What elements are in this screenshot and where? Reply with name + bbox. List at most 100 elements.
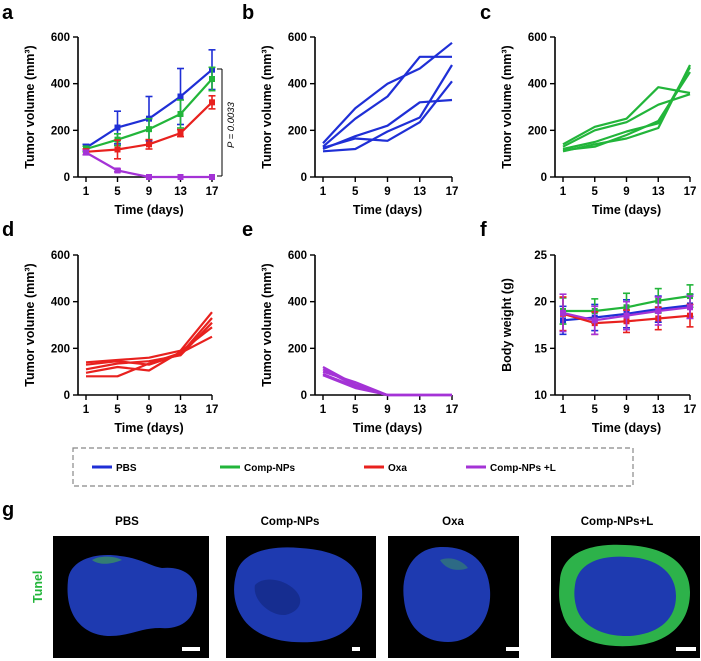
series-line-comp-nps [562,93,691,148]
chart-c: 0 200 400 600 1 5 9 13 17 Time (days) Tumor volume… [500,32,696,217]
y-tick-label: 600 [51,32,70,44]
y-tick-label: 400 [288,79,307,91]
x-tick-label: 9 [623,186,629,198]
tunel-row-label: Tunel [31,571,45,603]
y-tick-label: 200 [288,125,307,137]
data-point [177,130,184,137]
x-tick-label: 9 [146,404,152,416]
image-title-pbs: PBS [115,516,139,528]
x-tick-label: 13 [413,186,426,198]
x-tick-label: 17 [684,404,697,416]
series-line-pbs [322,80,453,149]
legend-label-comp-nps-l: Comp-NPs +L [490,463,556,474]
data-point [560,309,566,316]
data-point [623,312,630,319]
series-line-pbs [322,41,453,144]
y-tick-label: 400 [288,297,307,309]
x-tick-label: 5 [352,186,359,198]
p-value-annotation: P = 0.0033 [226,101,237,148]
x-tick-label: 17 [206,404,219,416]
series-line-pbs [322,55,452,148]
data-point [177,174,184,180]
x-tick-label: 13 [174,186,187,198]
x-tick-label: 9 [623,404,629,416]
panel-letter-g: g [2,499,14,521]
y-tick-label: 400 [51,297,70,309]
y-tick-label: 15 [534,343,547,355]
scale-bar [352,647,360,651]
y-axis-label: Tumor volume (mm³) [500,45,514,168]
scale-bar [676,647,696,651]
panel-letter-b: b [242,2,254,24]
x-axis-label: Time (days) [114,421,183,435]
x-tick-label: 1 [320,186,327,198]
series-line-comp-nps [562,86,691,146]
x-tick-label: 17 [446,404,459,416]
data-point [114,124,121,131]
series-line-comp-nps [562,71,691,152]
x-tick-label: 13 [413,404,426,416]
data-point [209,174,215,180]
x-tick-label: 1 [320,404,327,416]
legend-label-pbs: PBS [116,463,137,474]
legend-box [72,447,634,487]
series-line-comp-nps-l [322,374,452,397]
series-line-oxa [86,335,213,378]
data-point [209,99,215,106]
scale-bar [182,647,200,651]
x-tick-label: 5 [592,404,599,416]
image-title-oxa: Oxa [442,516,464,528]
x-tick-label: 13 [652,186,665,198]
x-axis-label: Time (days) [353,203,422,217]
x-tick-label: 1 [560,186,567,198]
y-tick-label: 20 [534,297,547,309]
series-line-comp-nps [562,64,691,153]
chart-d: 0 200 400 600 1 5 9 13 17 Time (days) Tumor volume… [23,250,218,435]
x-axis-label: Time (days) [114,203,183,217]
tunel-image-comp-nps [226,536,376,658]
panel-letter-e: e [242,219,253,241]
y-tick-label: 0 [541,172,547,184]
legend-pbs: PBS [92,463,137,474]
x-axis-label: Time (days) [592,421,661,435]
series-line-pbs [322,64,453,153]
y-axis-label: Tumor volume (mm³) [23,45,37,168]
x-tick-label: 9 [384,404,390,416]
y-tick-label: 0 [301,172,307,184]
data-point [146,126,152,133]
x-tick-label: 17 [684,186,697,198]
x-tick-label: 5 [352,404,359,416]
series-line-oxa [85,311,213,364]
legend-comp-nps: Comp-NPs [220,463,296,474]
tunel-image-comp-nps-l [551,536,700,658]
significance-bracket [217,68,223,177]
y-tick-label: 0 [64,172,70,184]
y-axis-label: Tumor volume (mm³) [260,45,274,168]
panel-letter-c: c [480,2,491,24]
x-axis-label: Time (days) [592,203,661,217]
y-tick-label: 200 [51,125,70,137]
panel-letter-a: a [2,2,14,24]
chart-a: 0 200 400 600 1 5 9 13 17 Time (days) Tumor volume… [23,32,218,217]
data-point [114,146,121,153]
x-tick-label: 5 [114,404,121,416]
data-point [83,149,89,156]
series-line-oxa [85,317,213,366]
x-tick-label: 17 [206,186,219,198]
data-point [146,141,152,148]
x-tick-label: 1 [560,404,567,416]
x-tick-label: 9 [384,186,390,198]
x-tick-label: 17 [446,186,459,198]
chart-b: 0 200 400 600 1 5 9 13 17 Time (days) Tumor volume… [260,32,458,217]
y-tick-label: 400 [51,79,70,91]
tunel-image-oxa [388,536,526,658]
x-tick-label: 1 [83,186,90,198]
legend-label-comp-nps: Comp-NPs [244,463,296,474]
data-point [114,167,121,174]
series-line-comp-nps-l [85,151,212,179]
legend-comp-nps-l: Comp-NPs +L [466,463,556,474]
y-tick-label: 25 [534,250,547,262]
data-point [177,111,184,117]
